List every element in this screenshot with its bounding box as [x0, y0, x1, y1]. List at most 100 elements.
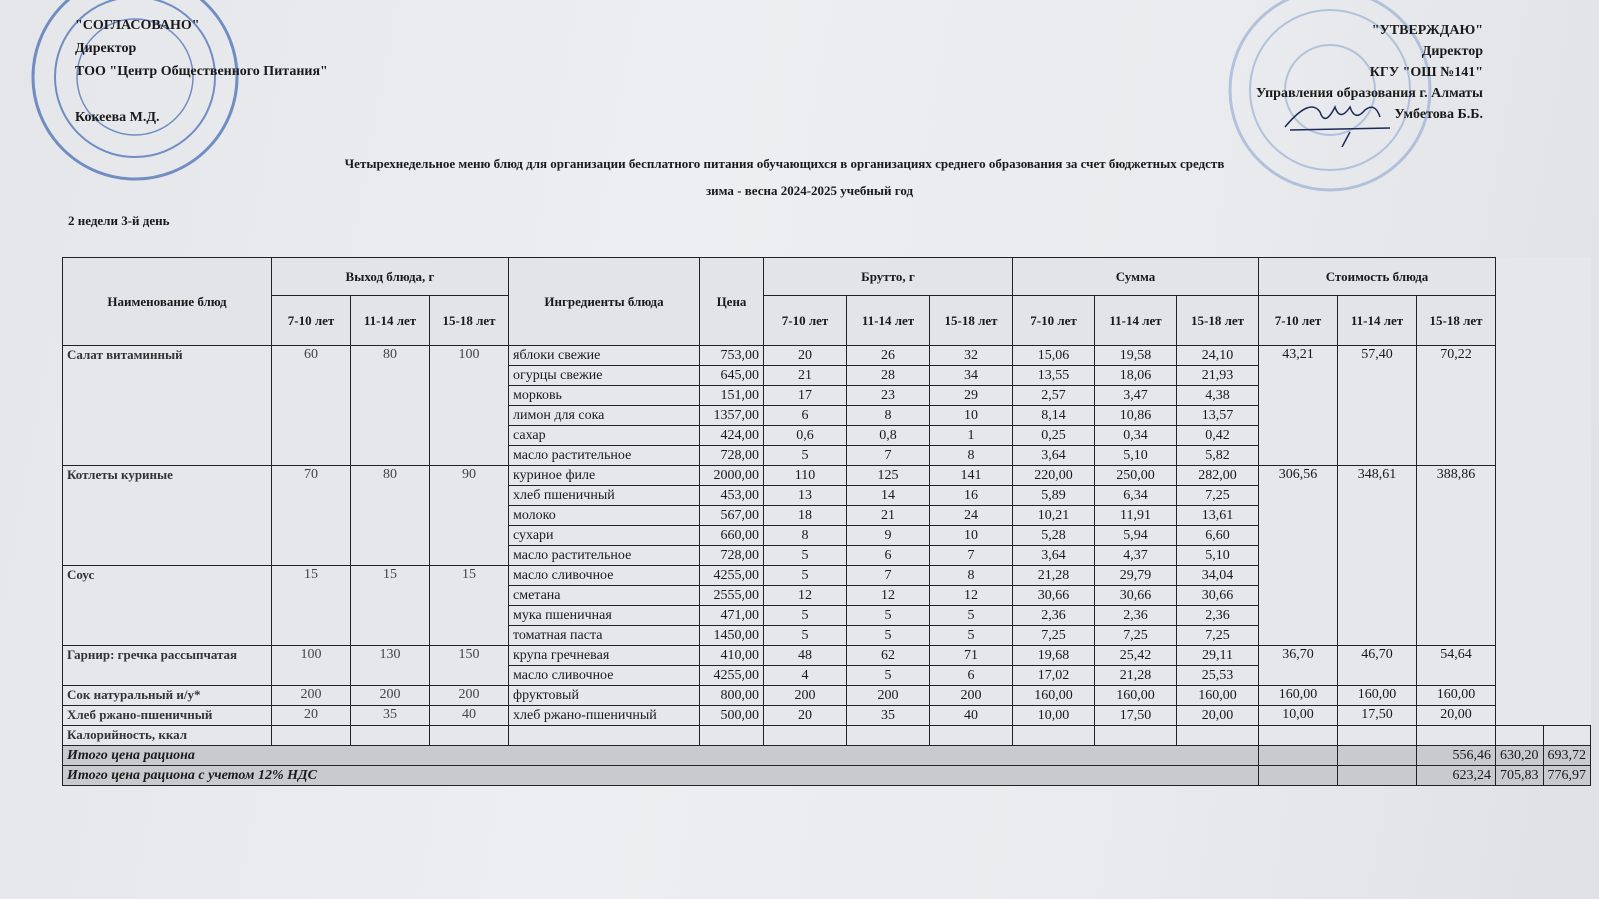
ingredient-name: хлеб ржано-пшеничный	[508, 705, 700, 726]
ingredient-brutto: 1	[929, 425, 1013, 446]
ingredient-sum: 19,58	[1094, 345, 1177, 366]
approval-left-position: Директор	[75, 41, 137, 56]
ingredient-sum: 6,60	[1176, 525, 1259, 546]
dish-cost: 57,40	[1337, 345, 1417, 466]
empty-cell	[429, 725, 509, 746]
header-ingredients: Ингредиенты блюда	[508, 257, 700, 346]
ingredient-sum: 21,28	[1094, 665, 1177, 686]
ingredient-brutto: 9	[846, 525, 930, 546]
approval-right: "УТВЕРЖДАЮ" Директор КГУ "ОШ №141" Управ…	[1256, 20, 1483, 125]
ingredient-price: 151,00	[699, 385, 764, 406]
ingredient-sum: 5,94	[1094, 525, 1177, 546]
empty-cell	[1542, 725, 1591, 746]
ingredient-row: томатная паста 1450,00 5 5 5 7,25 7,25 7,25	[63, 625, 1591, 646]
ingredient-brutto: 7	[929, 545, 1013, 566]
ingredient-brutto: 21	[846, 505, 930, 526]
ingredient-brutto: 5	[763, 625, 847, 646]
dish-cost: 160,00	[1337, 685, 1417, 706]
empty-cell	[350, 725, 430, 746]
total-row-label: Итого цена рациона	[62, 745, 1259, 766]
ingredient-row: Гарнир: гречка рассыпчатая 100 130 150 крупа…	[62, 645, 1591, 686]
dish-yield: 60	[271, 345, 351, 466]
ingredient-sum: 5,28	[1012, 525, 1095, 546]
ingredient-sum: 220,00	[1012, 465, 1095, 486]
ingredient-sum: 17,02	[1012, 665, 1095, 686]
ingredient-sum: 4,38	[1176, 385, 1259, 406]
approval-left-name: Кокеева М.Д.	[75, 110, 160, 125]
ingredient-brutto: 32	[929, 345, 1013, 366]
ingredient-brutto: 5	[763, 545, 847, 566]
header-sum: Сумма	[1012, 257, 1259, 296]
ingredient-price: 410,00	[699, 645, 764, 666]
ingredient-brutto: 14	[846, 485, 930, 506]
dish-yield: 15	[429, 565, 509, 646]
ingredient-sum: 25,53	[1176, 665, 1259, 686]
ingredient-brutto: 28	[846, 365, 930, 386]
dish-yield: 150	[429, 645, 509, 686]
ingredient-sum: 25,42	[1094, 645, 1177, 666]
dish-cost: 348,61	[1337, 465, 1417, 646]
ingredient-name: томатная паста	[508, 625, 700, 646]
dish-name: Сок натуральный и/у*	[62, 685, 272, 706]
ingredient-row: масло растительное 728,00 5 7 8 3,64 5,10 5,82	[63, 445, 1591, 466]
ingredient-sum: 10,21	[1012, 505, 1095, 526]
ingredient-row: Сок натуральный и/у* 200 200 200 фруктовый 80…	[62, 685, 1591, 706]
total-row-value: 693,72	[1542, 745, 1591, 766]
empty-cell	[1337, 765, 1417, 786]
ingredient-price: 800,00	[699, 685, 764, 706]
dish-name: Котлеты куриные	[62, 465, 272, 566]
ingredient-brutto: 8	[929, 565, 1013, 586]
header-dish: Наименование блюд	[62, 257, 272, 346]
dish-yield: 15	[350, 565, 430, 646]
ingredient-brutto: 6	[929, 665, 1013, 686]
ingredient-sum: 17,50	[1094, 705, 1177, 726]
ingredient-brutto: 5	[929, 625, 1013, 646]
ingredient-name: морковь	[508, 385, 700, 406]
ingredient-brutto: 10	[929, 405, 1013, 426]
ingredient-brutto: 125	[846, 465, 930, 486]
ingredient-sum: 24,10	[1176, 345, 1259, 366]
ingredient-price: 453,00	[699, 485, 764, 506]
ingredient-sum: 11,91	[1094, 505, 1177, 526]
dish-cost: 17,50	[1337, 705, 1417, 726]
dish-cost: 54,64	[1416, 645, 1496, 686]
header-price: Цена	[699, 257, 764, 346]
ingredient-price: 1357,00	[699, 405, 764, 426]
total-vat-row-value: 776,97	[1542, 765, 1591, 786]
ingredient-price: 4255,00	[699, 565, 764, 586]
ingredient-row: мука пшеничная 471,00 5 5 5 2,36 2,36 2,36	[63, 605, 1591, 626]
approval-right-org: КГУ "ОШ №141"	[1369, 65, 1483, 80]
ingredient-name: сметана	[508, 585, 700, 606]
ingredient-row: Салат витаминный 60 80 100 яблоки свежие 753,…	[62, 345, 1591, 466]
total-vat-row: Итого цена рациона с учетом 12% НДС 623,2…	[62, 765, 1591, 786]
ingredient-sum: 13,55	[1012, 365, 1095, 386]
dish-cost: 160,00	[1258, 685, 1338, 706]
ingredient-brutto: 16	[929, 485, 1013, 506]
ingredient-name: мука пшеничная	[508, 605, 700, 626]
ingredient-price: 1450,00	[699, 625, 764, 646]
ingredient-sum: 3,64	[1012, 445, 1095, 466]
empty-cell	[1176, 725, 1259, 746]
ingredient-name: крупа гречневая	[508, 645, 700, 666]
ingredient-name: масло растительное	[508, 445, 700, 466]
ingredient-brutto: 12	[929, 585, 1013, 606]
ingredient-brutto: 8	[846, 405, 930, 426]
ingredient-brutto: 10	[929, 525, 1013, 546]
ingredient-name: лимон для сока	[508, 405, 700, 426]
title-line-1: Четырехнедельное меню блюд для организац…	[344, 156, 1225, 171]
approval-left-org: ТОО "Центр Общественного Питания"	[75, 64, 328, 79]
dish-yield: 35	[350, 705, 430, 726]
ingredient-name: яблоки свежие	[508, 345, 700, 366]
ingredient-price: 645,00	[699, 365, 764, 386]
ingredient-price: 424,00	[699, 425, 764, 446]
ingredient-sum: 2,36	[1094, 605, 1177, 626]
dish-yield: 100	[429, 345, 509, 466]
dish-name: Соус	[62, 565, 272, 646]
ingredient-price: 753,00	[699, 345, 764, 366]
header-brutto-age-0: 7-10 лет	[763, 295, 847, 346]
ingredient-name: сахар	[508, 425, 700, 446]
ingredient-sum: 15,06	[1012, 345, 1095, 366]
ingredient-brutto: 5	[846, 625, 930, 646]
ingredient-sum: 7,25	[1176, 625, 1259, 646]
ingredient-row: масло сливочное 4255,00 4 5 6 17,02 21,28 25,53	[63, 665, 1591, 686]
